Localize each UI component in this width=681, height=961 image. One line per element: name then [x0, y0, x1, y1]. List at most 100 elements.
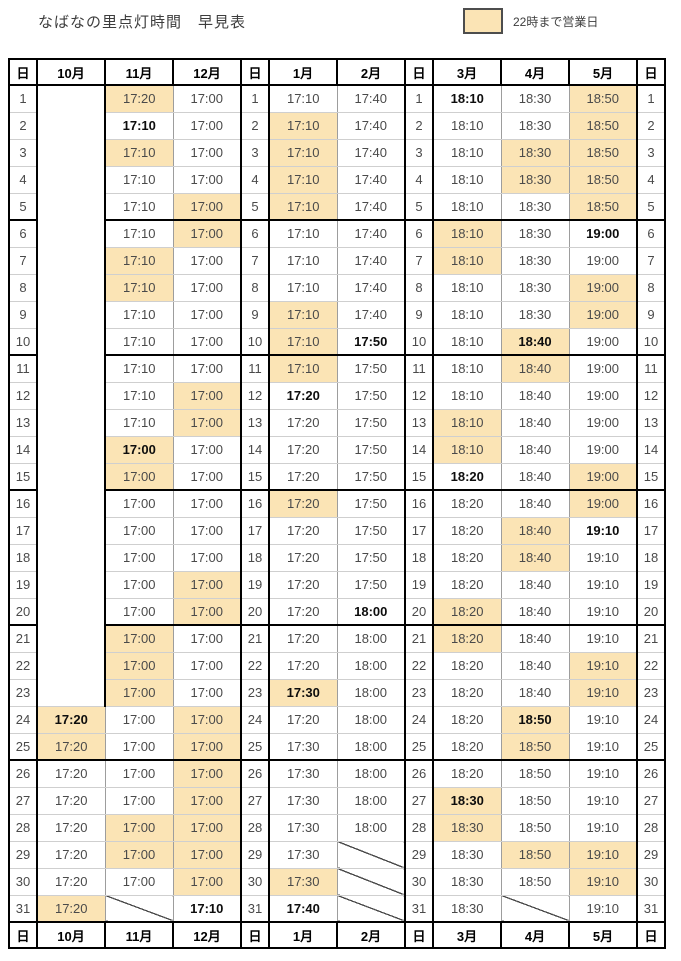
- time-cell-feb-23: 18:00: [336, 678, 406, 707]
- time-cell-may-25: 19:10: [568, 732, 638, 761]
- time-cell-may-18: 19:10: [568, 543, 638, 572]
- day-number-cell: 3: [8, 138, 38, 167]
- time-cell-jan-8: 17:10: [268, 273, 338, 302]
- day-number-cell: 15: [636, 462, 666, 491]
- time-cell-feb-26: 18:00: [336, 759, 406, 788]
- time-cell-apr-19: 18:40: [500, 570, 570, 599]
- day-number-cell: 24: [8, 705, 38, 734]
- time-cell-dec-6: 17:00: [172, 219, 242, 248]
- legend-highlight-swatch: [463, 8, 503, 34]
- day-number-cell: 25: [404, 732, 434, 761]
- time-cell-nov-1: 17:20: [104, 84, 174, 113]
- time-cell-jan-7: 17:10: [268, 246, 338, 275]
- time-cell-oct-30: 17:20: [36, 867, 106, 896]
- time-cell-dec-7: 17:00: [172, 246, 242, 275]
- header-cell-may: 5月: [568, 58, 638, 86]
- day-number-cell: 27: [636, 786, 666, 815]
- day-number-cell: 30: [636, 867, 666, 896]
- time-cell-nov-5: 17:10: [104, 192, 174, 221]
- time-cell-apr-5: 18:30: [500, 192, 570, 221]
- time-cell-dec-31: 17:10: [172, 894, 242, 923]
- time-cell-feb-22: 18:00: [336, 651, 406, 680]
- time-cell-oct-25: 17:20: [36, 732, 106, 761]
- day-number-cell: 6: [404, 219, 434, 248]
- day-number-cell: 7: [8, 246, 38, 275]
- time-cell-nov-28: 17:00: [104, 813, 174, 842]
- time-cell-dec-23: 17:00: [172, 678, 242, 707]
- time-cell-oct-31: 17:20: [36, 894, 106, 923]
- footer-cell-oct: 10月: [36, 921, 106, 949]
- day-number-cell: 14: [636, 435, 666, 464]
- time-cell-jan-26: 17:30: [268, 759, 338, 788]
- time-cell-jan-17: 17:20: [268, 516, 338, 545]
- day-number-cell: 10: [404, 327, 434, 356]
- time-cell-dec-19: 17:00: [172, 570, 242, 599]
- day-number-cell: 31: [636, 894, 666, 923]
- time-cell-nov-16: 17:00: [104, 489, 174, 518]
- day-number-cell: 31: [404, 894, 434, 923]
- time-cell-may-21: 19:10: [568, 624, 638, 653]
- time-cell-dec-15: 17:00: [172, 462, 242, 491]
- day-number-cell: 2: [240, 111, 270, 140]
- day-number-cell: 21: [636, 624, 666, 653]
- time-cell-may-6: 19:00: [568, 219, 638, 248]
- time-cell-mar-25: 18:20: [432, 732, 502, 761]
- footer-cell-day: 日: [240, 921, 270, 949]
- day-number-cell: 7: [240, 246, 270, 275]
- time-cell-feb-21: 18:00: [336, 624, 406, 653]
- time-cell-mar-18: 18:20: [432, 543, 502, 572]
- time-cell-mar-20: 18:20: [432, 597, 502, 626]
- time-cell-jan-30: 17:30: [268, 867, 338, 896]
- time-cell-mar-17: 18:20: [432, 516, 502, 545]
- time-cell-mar-8: 18:10: [432, 273, 502, 302]
- time-cell-mar-28: 18:30: [432, 813, 502, 842]
- time-cell-mar-3: 18:10: [432, 138, 502, 167]
- time-cell-may-9: 19:00: [568, 300, 638, 329]
- time-cell-jan-10: 17:10: [268, 327, 338, 356]
- time-cell-apr-10: 18:40: [500, 327, 570, 356]
- time-cell-apr-18: 18:40: [500, 543, 570, 572]
- header-cell-mar: 3月: [432, 58, 502, 86]
- footer-cell-dec: 12月: [172, 921, 242, 949]
- header-cell-oct: 10月: [36, 58, 106, 86]
- day-number-cell: 23: [240, 678, 270, 707]
- time-cell-apr-2: 18:30: [500, 111, 570, 140]
- day-number-cell: 2: [8, 111, 38, 140]
- time-cell-nov-23: 17:00: [104, 678, 174, 707]
- day-number-cell: 30: [404, 867, 434, 896]
- time-cell-nov-3: 17:10: [104, 138, 174, 167]
- day-number-cell: 19: [404, 570, 434, 599]
- time-cell-apr-28: 18:50: [500, 813, 570, 842]
- time-cell-jan-6: 17:10: [268, 219, 338, 248]
- day-number-cell: 23: [636, 678, 666, 707]
- day-number-cell: 29: [404, 840, 434, 869]
- day-number-cell: 8: [636, 273, 666, 302]
- footer-cell-jan: 1月: [268, 921, 338, 949]
- header-cell-dec: 12月: [172, 58, 242, 86]
- day-number-cell: 6: [636, 219, 666, 248]
- time-cell-jan-11: 17:10: [268, 354, 338, 383]
- day-number-cell: 30: [8, 867, 38, 896]
- time-cell-jan-15: 17:20: [268, 462, 338, 491]
- day-number-cell: 6: [240, 219, 270, 248]
- time-cell-mar-29: 18:30: [432, 840, 502, 869]
- time-cell-feb-25: 18:00: [336, 732, 406, 761]
- time-cell-apr-29: 18:50: [500, 840, 570, 869]
- day-number-cell: 13: [404, 408, 434, 437]
- time-cell-feb-27: 18:00: [336, 786, 406, 815]
- time-cell-may-15: 19:00: [568, 462, 638, 491]
- day-number-cell: 1: [8, 84, 38, 113]
- time-cell-mar-10: 18:10: [432, 327, 502, 356]
- day-number-cell: 23: [404, 678, 434, 707]
- day-number-cell: 28: [240, 813, 270, 842]
- day-number-cell: 20: [636, 597, 666, 626]
- legend: 22時まで営業日: [463, 8, 598, 34]
- day-number-cell: 4: [8, 165, 38, 194]
- time-cell-oct-28: 17:20: [36, 813, 106, 842]
- time-cell-nov-30: 17:00: [104, 867, 174, 896]
- time-cell-apr-17: 18:40: [500, 516, 570, 545]
- time-cell-jan-22: 17:20: [268, 651, 338, 680]
- day-number-cell: 17: [404, 516, 434, 545]
- time-cell-dec-18: 17:00: [172, 543, 242, 572]
- header-cell-nov: 11月: [104, 58, 174, 86]
